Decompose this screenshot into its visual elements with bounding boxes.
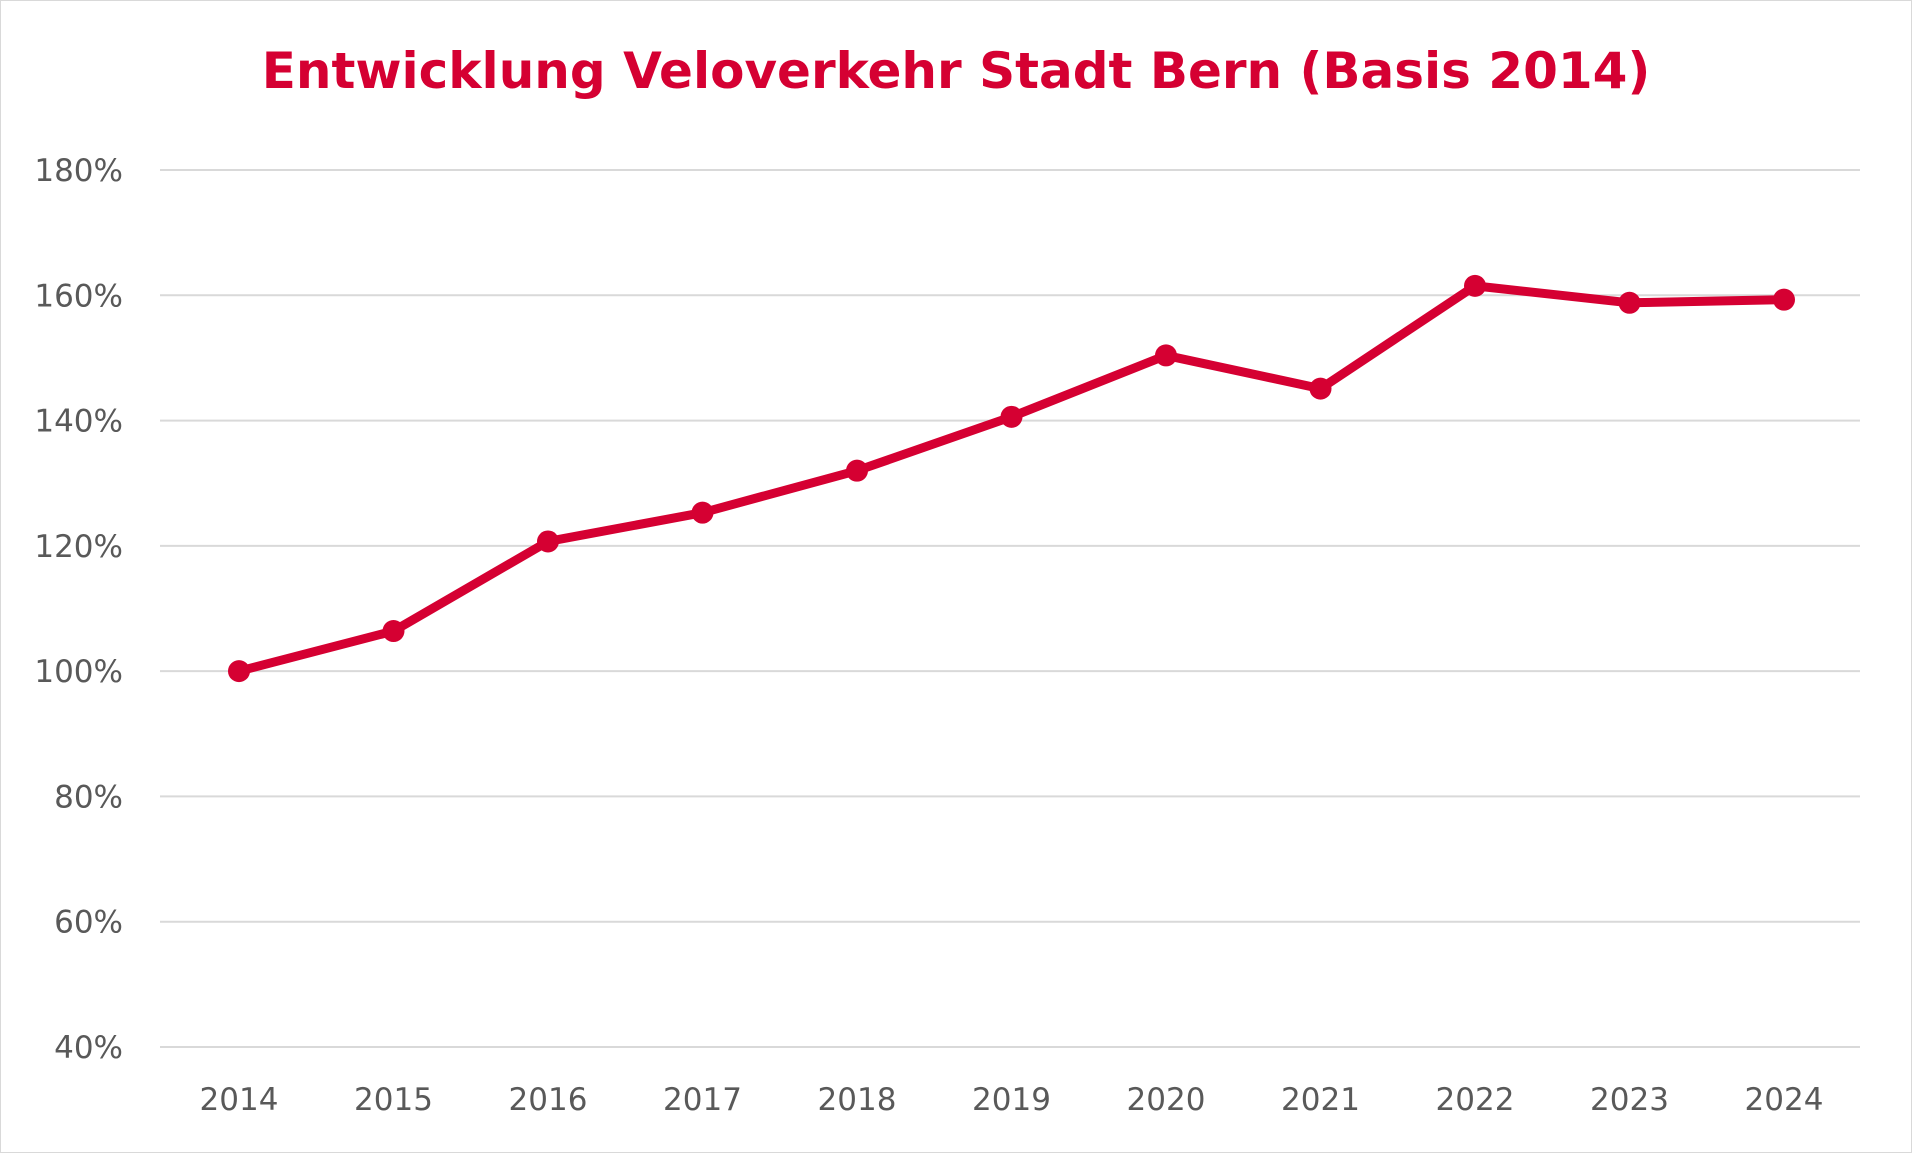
data-point-2017 bbox=[691, 501, 714, 524]
y-axis-tick-labels: 40% 60% 80% 100% 120% 140% 160% 180% bbox=[34, 153, 123, 1066]
data-point-2016 bbox=[537, 530, 559, 553]
x-tick-label: 2024 bbox=[1745, 1082, 1824, 1118]
data-point-2021 bbox=[1309, 377, 1332, 400]
y-tick-label: 60% bbox=[54, 905, 123, 941]
x-tick-label: 2020 bbox=[1127, 1082, 1206, 1118]
x-tick-label: 2019 bbox=[972, 1082, 1051, 1118]
series-layer bbox=[228, 274, 1795, 683]
data-point-2019 bbox=[1000, 405, 1023, 428]
x-axis-tick-labels: 2014 2015 2016 2017 2018 2019 2020 2021 2022 2023… bbox=[200, 1082, 1824, 1118]
data-point-2023 bbox=[1618, 291, 1641, 314]
x-tick-label: 2021 bbox=[1281, 1082, 1360, 1118]
data-point-2022 bbox=[1464, 274, 1486, 297]
chart-title: Entwicklung Veloverkehr Stadt Bern (Basi… bbox=[261, 42, 1651, 100]
x-tick-label: 2018 bbox=[818, 1082, 897, 1118]
y-tick-label: 100% bbox=[34, 654, 123, 690]
y-tick-label: 80% bbox=[54, 779, 123, 815]
y-tick-label: 180% bbox=[34, 153, 123, 189]
series-line bbox=[234, 281, 1789, 676]
x-tick-label: 2014 bbox=[200, 1082, 279, 1118]
y-tick-label: 40% bbox=[54, 1030, 123, 1066]
y-tick-label: 140% bbox=[34, 404, 123, 440]
x-tick-label: 2017 bbox=[663, 1082, 742, 1118]
x-tick-label: 2016 bbox=[509, 1082, 588, 1118]
y-tick-label: 160% bbox=[34, 278, 123, 314]
y-tick-label: 120% bbox=[34, 529, 123, 565]
x-tick-label: 2015 bbox=[354, 1082, 433, 1118]
data-point-2018 bbox=[846, 459, 868, 482]
x-tick-label: 2023 bbox=[1590, 1082, 1669, 1118]
data-point-2024 bbox=[1773, 288, 1795, 311]
data-point-2020 bbox=[1155, 344, 1177, 367]
data-point-2015 bbox=[382, 620, 405, 643]
data-point-2014 bbox=[228, 660, 250, 683]
x-tick-label: 2022 bbox=[1436, 1082, 1515, 1118]
